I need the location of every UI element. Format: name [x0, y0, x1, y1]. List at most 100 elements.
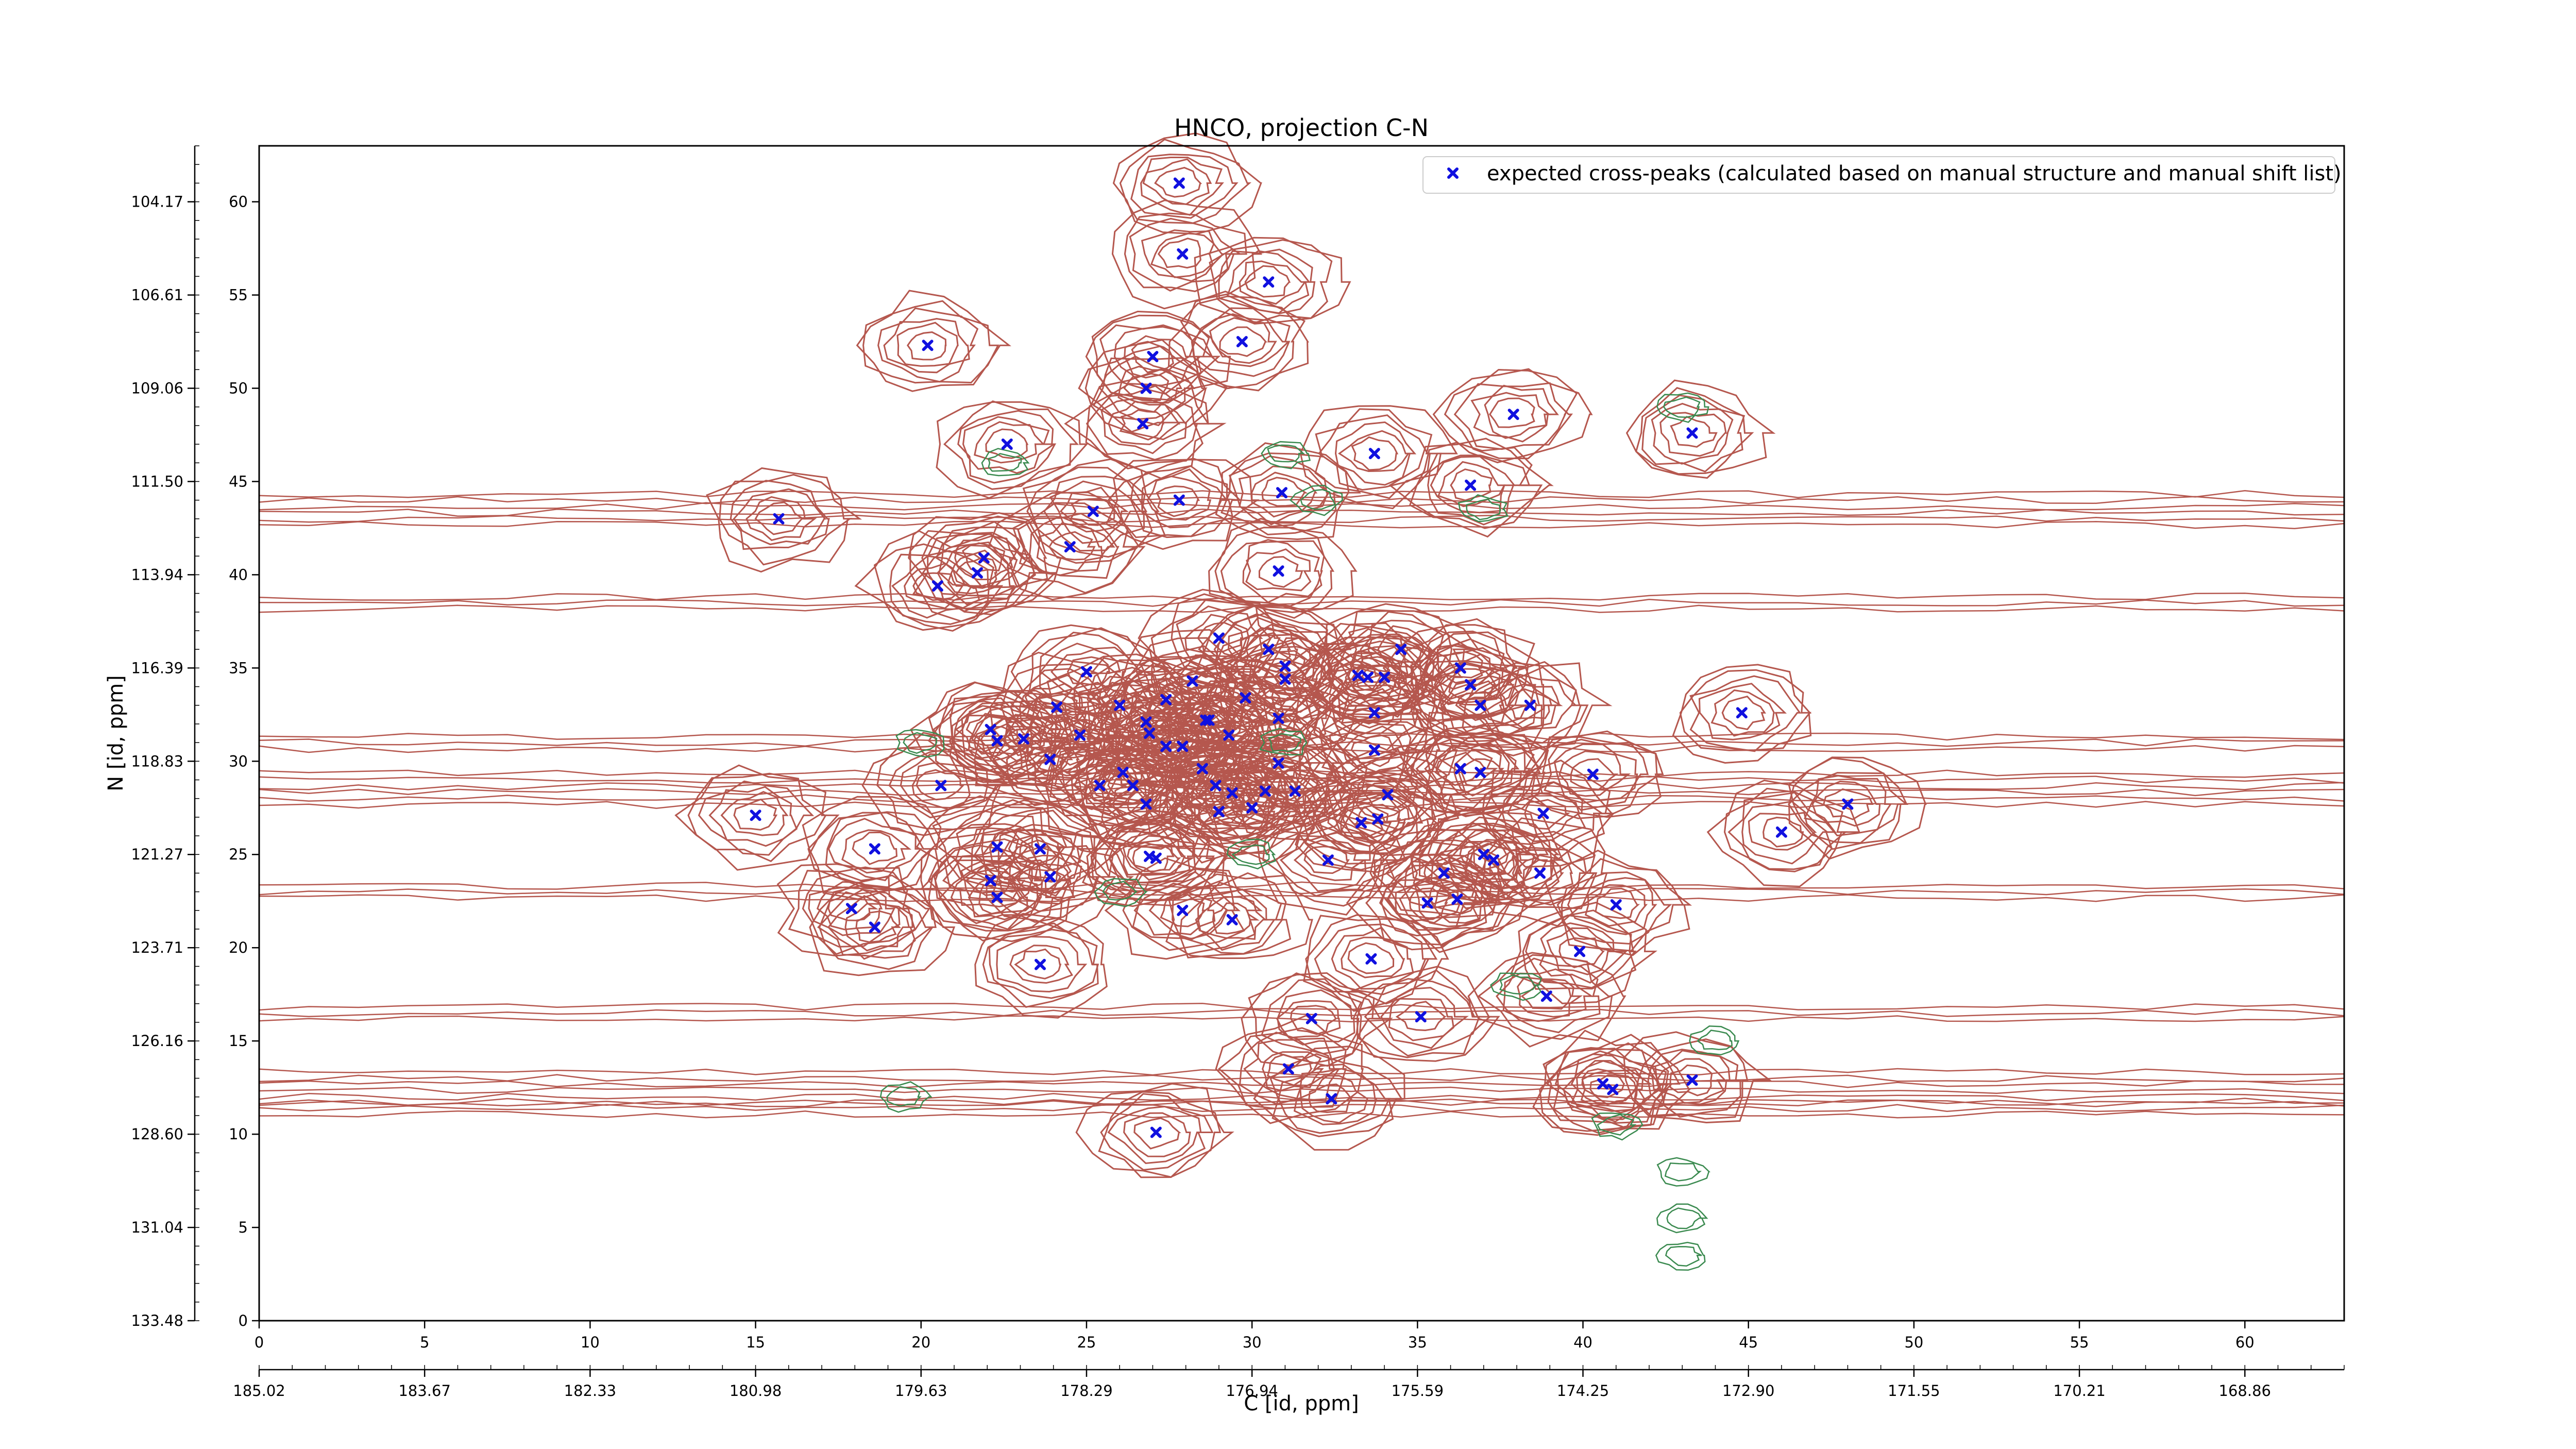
cross-peak-marker [1534, 867, 1546, 879]
contour-ring [1558, 750, 1631, 797]
contour-ring [1218, 248, 1316, 315]
contour-ring [1424, 644, 1497, 690]
x-axis-label: C [id, ppm] [1244, 1392, 1359, 1416]
contour-ring [720, 790, 789, 836]
cross-peak-marker [1160, 740, 1172, 752]
contour-ring [844, 903, 910, 952]
y-tick-label: 40 [229, 566, 248, 583]
contour-streak [259, 1110, 2345, 1119]
y-ppm-tick-label: 104.17 [131, 193, 183, 211]
cross-peak-marker [1488, 854, 1500, 866]
cross-peak-marker [773, 513, 785, 525]
cross-peak-marker [1140, 382, 1152, 394]
cross-peak-marker [1686, 427, 1698, 439]
contour-streak [259, 776, 2345, 784]
x-tick-label: 5 [420, 1334, 429, 1351]
contour-ring [957, 410, 1057, 484]
contour-ring [854, 530, 1015, 631]
contour-ring [827, 818, 923, 882]
cross-peak-marker [1147, 350, 1159, 362]
x-ppm-tick-label: 175.59 [1392, 1382, 1444, 1400]
contour-ring [1333, 791, 1419, 844]
contour-ring [1470, 384, 1559, 443]
cross-peak-marker [1018, 733, 1029, 745]
contour-ring [1337, 430, 1410, 473]
cross-peak-marker [1289, 785, 1301, 797]
contour-ring [706, 467, 862, 573]
contour-ring [1346, 966, 1500, 1062]
contour-ring [825, 812, 935, 888]
legend-marker-glyph [1447, 167, 1459, 179]
negative-contour-ring [1466, 498, 1501, 520]
contour-ring [852, 831, 898, 865]
y-ppm-tick-label: 123.71 [131, 939, 183, 956]
cross-peak-marker [1173, 177, 1185, 189]
negative-contour-ring [1458, 494, 1509, 523]
contour-ring [1556, 858, 1685, 952]
contour-ring [819, 885, 937, 970]
negative-contour-ring [1666, 1207, 1702, 1229]
cross-peak-marker [1587, 768, 1599, 780]
contour-ring [1172, 872, 1292, 958]
contour-ring [1132, 843, 1181, 873]
contour-ring [1098, 1091, 1222, 1178]
cross-peak-marker [1279, 660, 1291, 672]
negative-contour-ring [1300, 488, 1336, 510]
contour-streak [259, 514, 2345, 524]
cross-peak-marker [1607, 1084, 1619, 1096]
cross-peak-marker [1263, 644, 1275, 655]
y-tick-label: 55 [229, 287, 248, 304]
contour-ring [1424, 744, 1498, 793]
contour-ring [1525, 914, 1637, 989]
contour-ring [1006, 730, 1091, 790]
cross-peak-marker [1226, 914, 1238, 925]
cross-peak-marker [1114, 699, 1126, 711]
contour-ring [1239, 260, 1307, 305]
cross-peak-marker [1150, 852, 1162, 864]
contour-ring [1276, 776, 1320, 807]
contour-ring [1679, 669, 1812, 751]
cross-peak-marker [985, 723, 996, 735]
cross-peak-marker [1044, 871, 1056, 883]
contour-ring [1417, 804, 1564, 905]
contour-ring [1521, 730, 1664, 818]
contour-ring [1331, 719, 1418, 779]
contour-ring [1502, 968, 1595, 1022]
contour-ring [1036, 522, 1104, 571]
contour-ring [1090, 823, 1203, 894]
contour-ring [1438, 651, 1483, 684]
contour-streak [259, 1086, 2345, 1094]
negative-contour-ring [879, 1081, 933, 1113]
contour-ring [904, 562, 973, 609]
negative-contour-ring [1697, 1030, 1733, 1051]
contour-ring [1173, 779, 1268, 840]
cross-peak-marker [1306, 1013, 1317, 1024]
contour-ring [1277, 989, 1355, 1046]
cross-peak-marker [1044, 753, 1056, 765]
contour-ring [1220, 783, 1285, 832]
contour-ring [1710, 689, 1775, 737]
contour-ring [1226, 250, 1311, 314]
contour-ring [1520, 980, 1572, 1010]
cross-peak-marker [1177, 904, 1189, 916]
contour-streak [259, 502, 2345, 511]
cross-peak-marker [1140, 798, 1152, 810]
y-tick-label: 50 [229, 379, 248, 397]
contour-ring [1008, 829, 1075, 872]
cross-peak-marker [978, 552, 990, 564]
contour-ring [1672, 664, 1812, 764]
y-ppm-tick-label: 113.94 [131, 566, 183, 583]
negative-contour-ring [886, 1086, 922, 1107]
contour-ring [1455, 690, 1504, 721]
y-ppm-tick-label: 118.83 [131, 752, 183, 770]
negative-contour-ring [1655, 1241, 1706, 1271]
contour-ring [1084, 339, 1230, 441]
contour-ring [1453, 382, 1573, 450]
contour-ring [1303, 791, 1418, 855]
cross-peak-marker [1415, 1011, 1427, 1023]
contour-ring [932, 694, 1047, 769]
contour-ring [981, 806, 1112, 897]
contour-streak [259, 593, 2345, 601]
contour-ring [974, 913, 1108, 1019]
contour-ring [1028, 515, 1115, 576]
